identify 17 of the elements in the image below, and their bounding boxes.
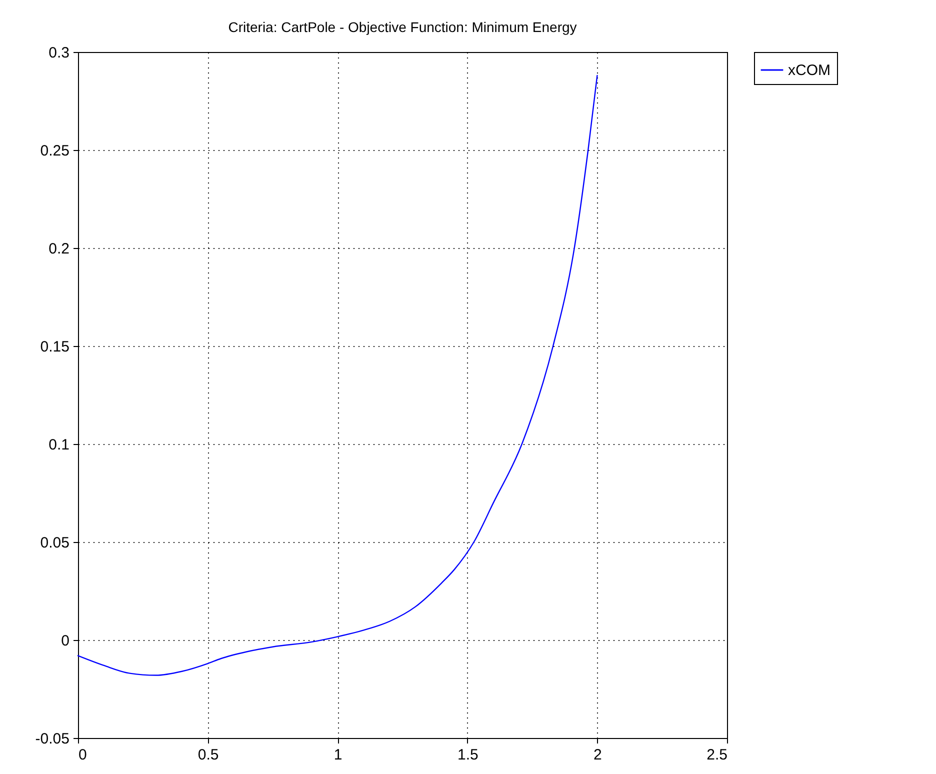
x-tick-label: 0.5 — [198, 746, 219, 764]
x-tick-label: 2 — [594, 746, 602, 764]
x-tick-label: 1.5 — [457, 746, 478, 764]
y-tick-label: 0.15 — [40, 338, 70, 356]
y-tick-label: -0.05 — [35, 730, 70, 748]
y-tick-label: 0.1 — [48, 436, 70, 454]
chart-title: Criteria: CartPole - Objective Function: Minimum Energy — [228, 19, 577, 35]
x-tick-label: 0 — [78, 746, 87, 764]
y-tick-label: 0.3 — [48, 44, 70, 62]
line-series — [77, 74, 598, 676]
y-tick-label: 0.05 — [40, 534, 70, 552]
y-tick-label: 0.2 — [48, 240, 70, 258]
y-tick-label: 0.25 — [40, 142, 70, 160]
x-tick-label: 2.5 — [706, 746, 728, 764]
legend-label: xCOM — [788, 62, 830, 79]
y-tick-label: 0 — [61, 632, 70, 650]
x-tick-label: 1 — [334, 746, 342, 764]
